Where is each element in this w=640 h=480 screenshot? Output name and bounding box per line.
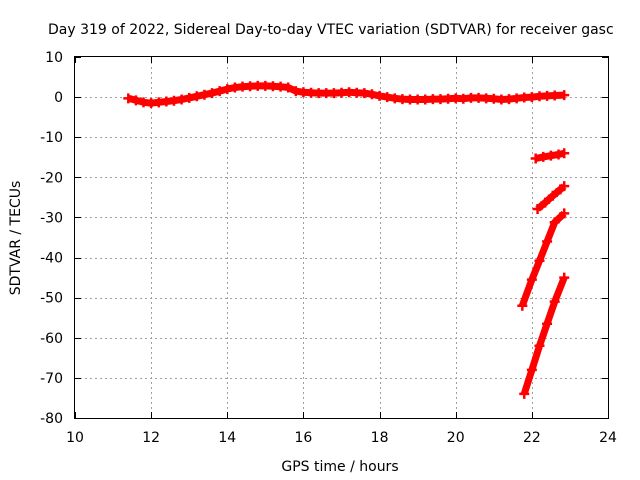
data-point <box>547 190 558 201</box>
data-point <box>549 90 560 101</box>
series-5 <box>519 272 570 399</box>
data-point <box>517 300 528 311</box>
chart-title: Day 319 of 2022, Sidereal Day-to-day VTE… <box>48 22 614 38</box>
series-1 <box>123 80 570 109</box>
series-line <box>519 210 567 307</box>
x-tick-label: 12 <box>142 430 160 446</box>
y-tick-label: -80 <box>40 411 63 427</box>
x-tick-label: 20 <box>447 430 465 446</box>
data-point <box>559 148 570 159</box>
data-point <box>532 204 543 215</box>
series-2 <box>530 148 570 164</box>
series-3 <box>532 181 570 215</box>
y-axis-label: SDTVAR / TECUs <box>8 181 24 296</box>
data-point <box>559 272 570 283</box>
y-tick-label: 0 <box>54 90 63 106</box>
data-point <box>542 236 553 247</box>
data-point <box>559 208 570 219</box>
y-tick-label: -20 <box>40 170 63 186</box>
data-point <box>191 91 202 102</box>
data-point <box>559 181 570 192</box>
data-point <box>130 95 141 106</box>
data-point <box>549 296 560 307</box>
data-point <box>184 92 195 103</box>
grid-lines <box>75 57 608 418</box>
x-tick-label: 18 <box>371 430 389 446</box>
x-axis-label: GPS time / hours <box>281 459 398 475</box>
data-point <box>222 84 233 95</box>
data-point <box>519 388 530 399</box>
data-point <box>214 86 225 97</box>
plot-border <box>74 56 609 419</box>
y-tick-label: -40 <box>40 251 63 267</box>
data-point <box>559 90 570 101</box>
data-point <box>534 340 545 351</box>
data-point <box>199 89 210 100</box>
data-point <box>207 88 218 99</box>
y-tick-label: -60 <box>40 331 63 347</box>
data-point <box>542 318 553 329</box>
data-point <box>526 364 537 375</box>
data-point <box>366 89 377 100</box>
series-4 <box>517 208 570 311</box>
data-point <box>123 93 134 104</box>
data-point <box>530 153 541 164</box>
y-tick-label: -10 <box>40 130 63 146</box>
series-line <box>520 276 568 395</box>
data-point <box>176 94 187 105</box>
x-tick-label: 22 <box>523 430 541 446</box>
axis-ticks: 10 12 14 16 18 20 22 24 10 0 -10 -20 -30 -40 -50 -60 -70… <box>40 50 617 446</box>
x-tick-label: 14 <box>218 430 236 446</box>
y-tick-label: -30 <box>40 210 63 226</box>
data-point <box>549 217 560 228</box>
x-tick-label: 16 <box>295 430 313 446</box>
y-tick-label: -50 <box>40 291 63 307</box>
x-tick-label: 24 <box>599 430 617 446</box>
data-point <box>534 255 545 266</box>
data-point <box>540 197 551 208</box>
data-point <box>283 82 294 93</box>
y-tick-label: 10 <box>45 50 63 66</box>
data-points <box>123 80 570 399</box>
y-tick-label: -70 <box>40 371 63 387</box>
x-tick-label: 10 <box>66 430 84 446</box>
data-point <box>526 274 537 285</box>
